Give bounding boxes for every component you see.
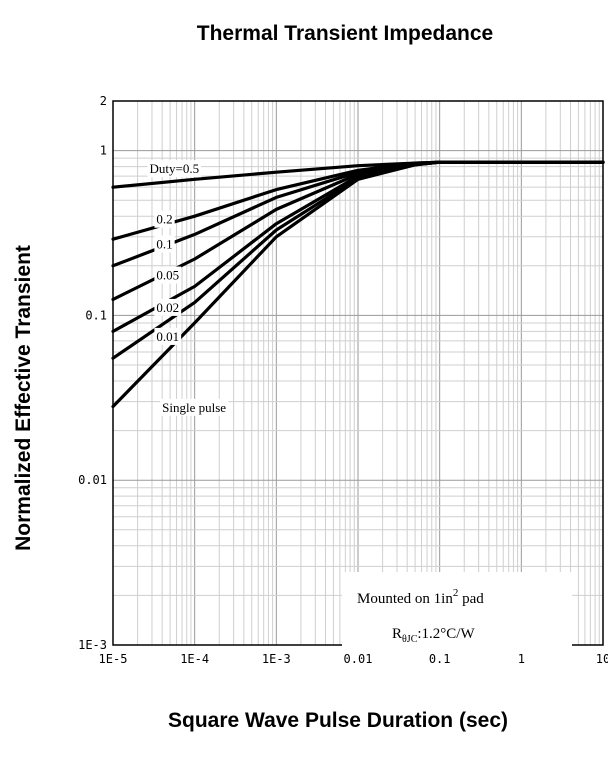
curve-label-bg (154, 266, 182, 284)
x-tick-label: 0.01 (344, 652, 373, 666)
mounting-note-box (342, 572, 572, 646)
curve-label: 0.05 (156, 268, 179, 283)
curve-line (111, 160, 605, 409)
x-tick-label: 1E-4 (180, 652, 209, 666)
curve-label-bg (160, 398, 229, 416)
curve-label: 0.2 (156, 212, 172, 227)
x-tick-label: 1E-5 (99, 652, 128, 666)
y-tick-labels: 2 1 0.1 0.01 1E-3 (78, 94, 107, 652)
curve-label-bg (154, 298, 182, 316)
curve-label-bg (154, 210, 175, 228)
y-tick-label: 0.01 (78, 473, 107, 487)
mounting-note-superscript: 2 (453, 587, 459, 599)
y-tick-label: 0.1 (85, 308, 107, 322)
curve-label-bg (147, 160, 202, 178)
x-tick-label: 10 (596, 652, 608, 666)
mounting-note-subscript: θJC (402, 634, 418, 645)
curve-labels: Duty=0.5 0.2 0.1 0.05 0.02 0.01 Single pulse (147, 160, 229, 416)
curve-label: 0.02 (156, 300, 179, 315)
y-tick-label: 2 (100, 94, 107, 108)
x-tick-label: 0.1 (429, 652, 451, 666)
curve-label-bg (154, 327, 182, 345)
mounting-note-line1: Mounted on 1in2 pad (357, 587, 484, 607)
y-tick-label: 1E-3 (78, 638, 107, 652)
curve-label: 0.1 (156, 236, 172, 251)
x-axis-label: Square Wave Pulse Duration (sec) (168, 709, 508, 732)
curve-label: 0.01 (156, 329, 179, 344)
chart-title: Thermal Transient Impedance (197, 22, 493, 45)
mounting-note-line2: RθJC:1.2°C/W (392, 626, 475, 645)
y-tick-label: 1 (100, 144, 107, 158)
mounting-note: Mounted on 1in2 pad RθJC:1.2°C/W (342, 572, 572, 646)
curve-label: Duty=0.5 (150, 161, 200, 176)
curves (111, 160, 605, 409)
curve-label: Single pulse (162, 400, 226, 415)
grid (112, 100, 603, 646)
x-tick-labels: 1E-5 1E-4 1E-3 0.01 0.1 1 10 (99, 652, 608, 666)
x-tick-label: 1E-3 (262, 652, 291, 666)
curve-label-bg (154, 235, 175, 253)
y-axis-label: Normalized Effective Transient (12, 245, 35, 551)
x-tick-label: 1 (518, 652, 525, 666)
